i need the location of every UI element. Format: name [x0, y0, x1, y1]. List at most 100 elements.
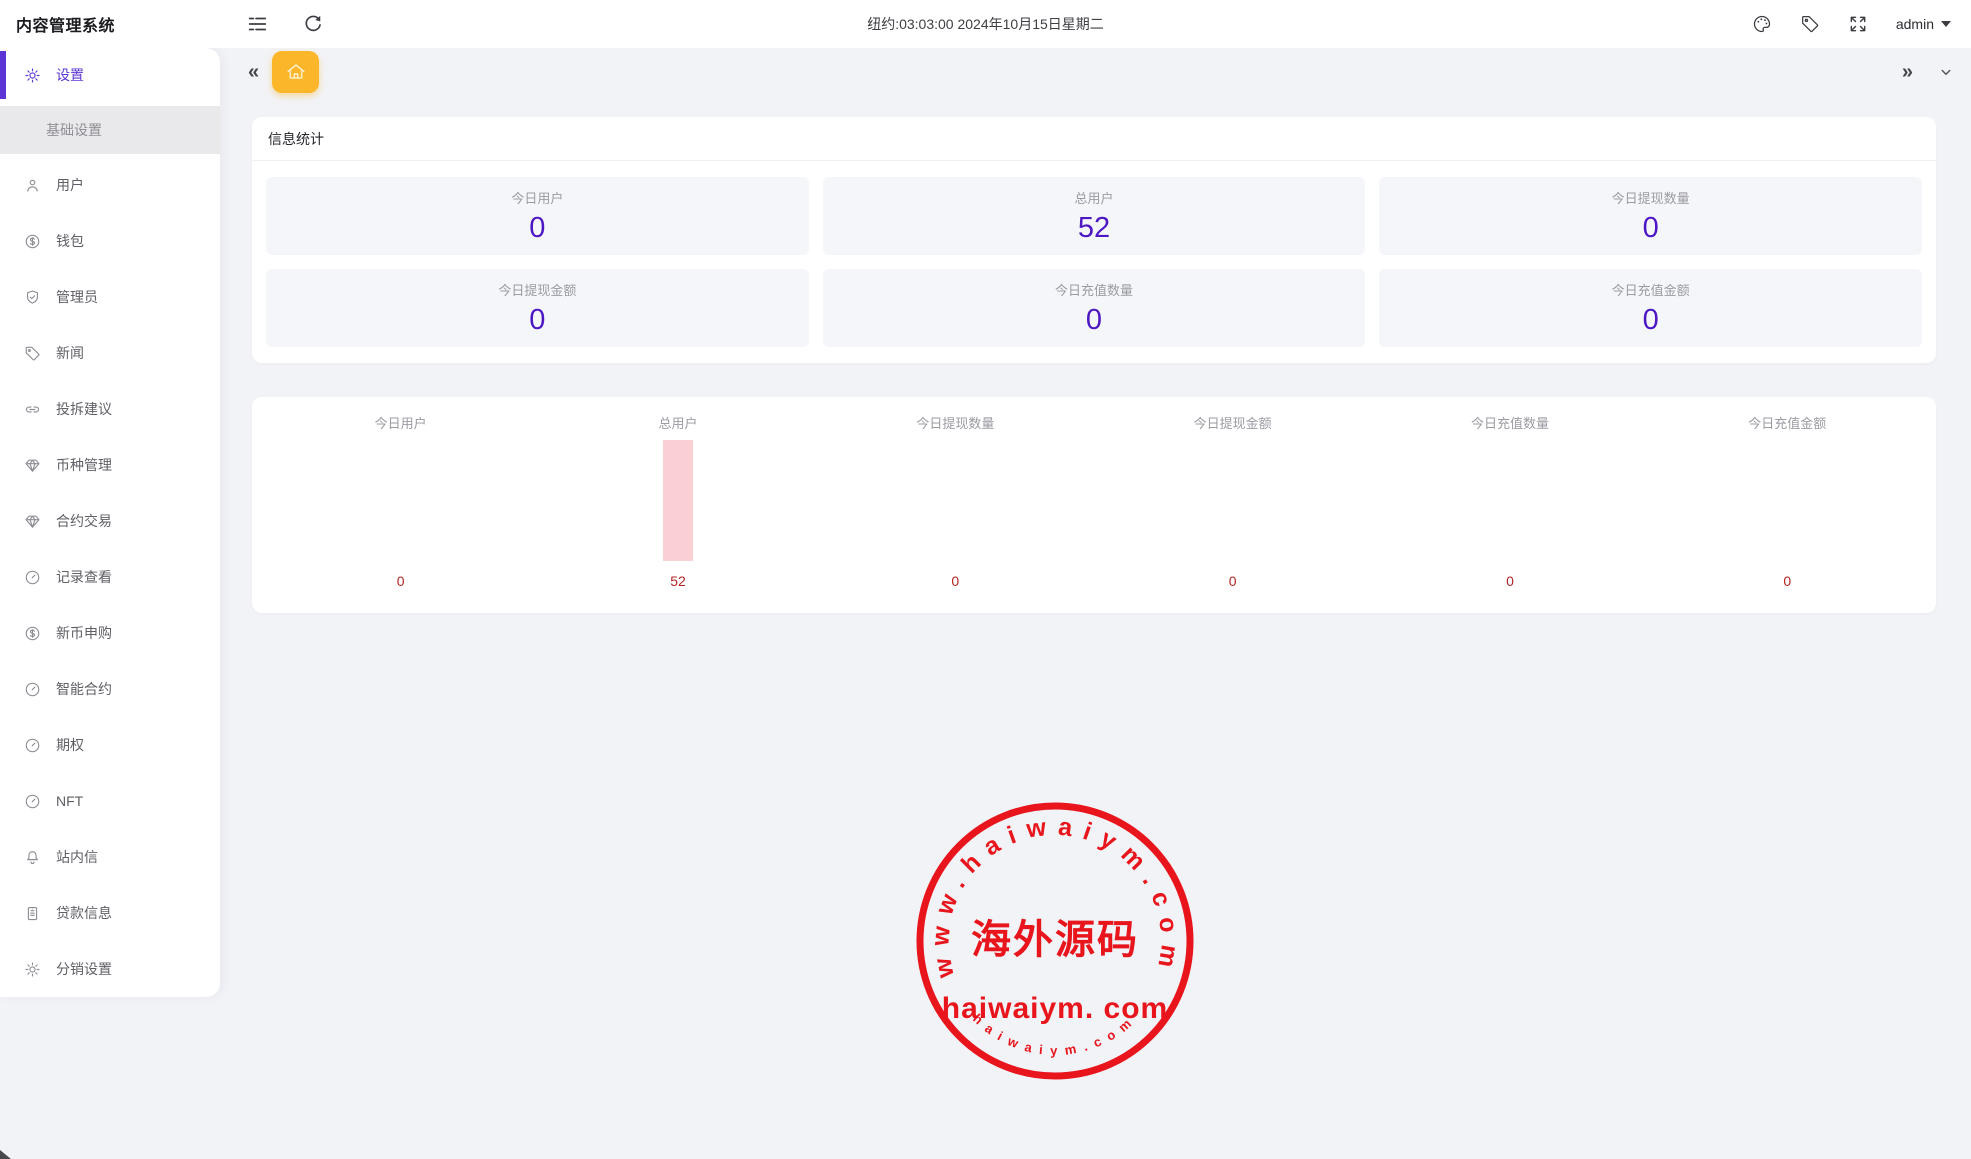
sidebar-item-5[interactable]: 新闻: [0, 328, 220, 378]
chart-category-label: 今日提现金额: [1193, 416, 1272, 431]
chart-value-label: 0: [396, 573, 405, 589]
stat-label: 今日充值金额: [1611, 282, 1690, 298]
shield-icon: [24, 289, 41, 306]
app-title: 内容管理系统: [16, 18, 116, 35]
sidebar-item-label: 期权: [56, 737, 84, 753]
palette-icon[interactable]: [1752, 14, 1772, 34]
sidebar-subitem[interactable]: 基础设置: [0, 106, 220, 154]
stat-card: 今日充值金额 0: [1379, 269, 1922, 347]
chart-column: 今日充值金额 0: [1649, 413, 1926, 613]
sidebar-item-10[interactable]: 新币申购: [0, 608, 220, 658]
sidebar-item-label: 用户: [56, 177, 84, 193]
sidebar-item-label: 分销设置: [56, 961, 112, 977]
sidebar-item-label: 投拆建议: [56, 401, 112, 417]
stat-card: 今日提现数量 0: [1379, 177, 1922, 255]
stamp-domain-text: haiwaiym. com: [942, 992, 1168, 1025]
stat-card: 今日充值数量 0: [822, 269, 1366, 347]
mouse-cursor: [0, 1150, 11, 1159]
admin-user-menu[interactable]: admin: [1896, 16, 1951, 32]
tag-icon[interactable]: [1800, 14, 1820, 34]
refresh-icon[interactable]: [302, 13, 324, 35]
sidebar: 设置基础设置用户钱包管理员新闻投拆建议币种管理合约交易记录查看新币申购智能合约期…: [0, 48, 220, 997]
top-bar: 内容管理系统 纽约:03:03:00 2024年10月15日星期二 admin: [0, 0, 1971, 48]
stat-value: 0: [529, 303, 546, 336]
chart-value-label: 0: [1228, 573, 1237, 589]
menu-fold-icon[interactable]: [246, 13, 268, 35]
stats-panel: 信息统计 今日用户 0 总用户 52 今日提现数量 0 今日提现金额 0 今日充值数量 0 今日充值…: [252, 117, 1936, 363]
bell-icon: [24, 849, 41, 866]
chart-category-label: 总用户: [658, 416, 698, 431]
sidebar-item-11[interactable]: 智能合约: [0, 664, 220, 714]
chart-panel: 今日用户 0 总用户 52 今日提现数量 0 今日提现金额 0 今日充值数量 0 今日充值金额 0: [252, 397, 1936, 613]
stat-card: 总用户 52: [822, 177, 1366, 255]
tab-bar: « »: [220, 48, 1971, 95]
stat-card: 今日提现金额 0: [266, 269, 809, 347]
sidebar-subitem-label: 基础设置: [46, 122, 102, 138]
sidebar-item-label: 记录查看: [56, 569, 112, 585]
main-content: 信息统计 今日用户 0 总用户 52 今日提现数量 0 今日提现金额 0 今日充值数量 0 今日充值…: [220, 95, 1971, 613]
tag-icon: [24, 345, 41, 362]
tabbar-right-controls: »: [1902, 62, 1971, 82]
chart-bar[interactable]: [662, 440, 693, 561]
sidebar-item-2[interactable]: 用户: [0, 160, 220, 210]
chart-category-label: 今日充值金额: [1748, 416, 1827, 431]
sidebar-item-15[interactable]: 贷款信息: [0, 888, 220, 938]
stat-label: 今日提现数量: [1611, 190, 1690, 206]
chart-value-label: 0: [1506, 573, 1514, 589]
sidebar-item-9[interactable]: 记录查看: [0, 552, 220, 602]
sidebar-item-6[interactable]: 投拆建议: [0, 384, 220, 434]
caret-down-icon: [1941, 21, 1951, 27]
sidebar-item-4[interactable]: 管理员: [0, 272, 220, 322]
sidebar-item-label: 新闻: [56, 345, 84, 361]
compass-icon: [24, 737, 41, 754]
sidebar-item-13[interactable]: NFT: [0, 776, 220, 826]
stamp-ring: [916, 802, 1194, 1080]
topbar-actions: admin: [1752, 14, 1971, 34]
stamp-top-arc-text: www.haiwaiym.com: [926, 812, 1184, 981]
stat-label: 今日提现金额: [498, 282, 577, 298]
home-tab[interactable]: [272, 50, 320, 93]
chart-value-label: 0: [1783, 573, 1792, 589]
compass-icon: [24, 681, 41, 698]
stat-value: 0: [1642, 211, 1659, 244]
stamp-center-text: 海外源码: [971, 916, 1139, 963]
sidebar-item-7[interactable]: 币种管理: [0, 440, 220, 490]
bar-chart: 今日用户 0 总用户 52 今日提现数量 0 今日提现金额 0 今日充值数量 0 今日充值金额 0: [262, 413, 1926, 613]
sidebar-item-label: 钱包: [56, 233, 84, 249]
sidebar-item-label: 币种管理: [56, 457, 112, 473]
sidebar-item-label: NFT: [56, 793, 84, 809]
chart-category-label: 今日用户: [374, 416, 427, 431]
dollar-icon: [24, 625, 41, 642]
fullscreen-icon[interactable]: [1848, 14, 1868, 34]
sidebar-item-16[interactable]: 分销设置: [0, 944, 220, 994]
stat-value: 0: [1642, 303, 1659, 336]
chart-column: 今日用户 0: [262, 413, 539, 613]
admin-username: admin: [1895, 16, 1934, 32]
sidebar-item-14[interactable]: 站内信: [0, 832, 220, 882]
sidebar-item-label: 新币申购: [56, 625, 112, 641]
sidebar-item-12[interactable]: 期权: [0, 720, 220, 770]
chart-category-label: 今日充值数量: [1470, 416, 1549, 431]
chevrons-left-icon[interactable]: «: [248, 60, 260, 83]
stat-grid: 今日用户 0 总用户 52 今日提现数量 0 今日提现金额 0 今日充值数量 0 今日充值金额 0: [252, 161, 1936, 363]
compass-icon: [24, 793, 41, 810]
stat-value: 52: [1077, 211, 1111, 244]
stat-value: 0: [1085, 303, 1103, 336]
chart-value-label: 52: [670, 573, 686, 589]
gear-icon: [24, 961, 41, 978]
chevron-down-icon[interactable]: [1937, 63, 1955, 81]
sidebar-item-1[interactable]: 设置: [0, 50, 220, 100]
sidebar-item-3[interactable]: 钱包: [0, 216, 220, 266]
chevrons-right-icon[interactable]: »: [1901, 60, 1913, 83]
gem-icon: [24, 513, 41, 530]
sidebar-item-label: 站内信: [56, 849, 98, 865]
home-icon: [285, 61, 307, 83]
stat-card: 今日用户 0: [266, 177, 809, 255]
user-icon: [24, 177, 41, 194]
sidebar-item-label: 管理员: [56, 289, 98, 305]
chart-value-label: 0: [951, 573, 960, 589]
sidebar-item-8[interactable]: 合约交易: [0, 496, 220, 546]
world-clock-text: 纽约:03:03:00 2024年10月15日星期二: [867, 16, 1104, 32]
stat-label: 总用户: [1074, 190, 1114, 206]
watermark-stamp: www.haiwaiym.com 海外源码 haiwaiym. com haiw…: [916, 802, 1194, 1080]
